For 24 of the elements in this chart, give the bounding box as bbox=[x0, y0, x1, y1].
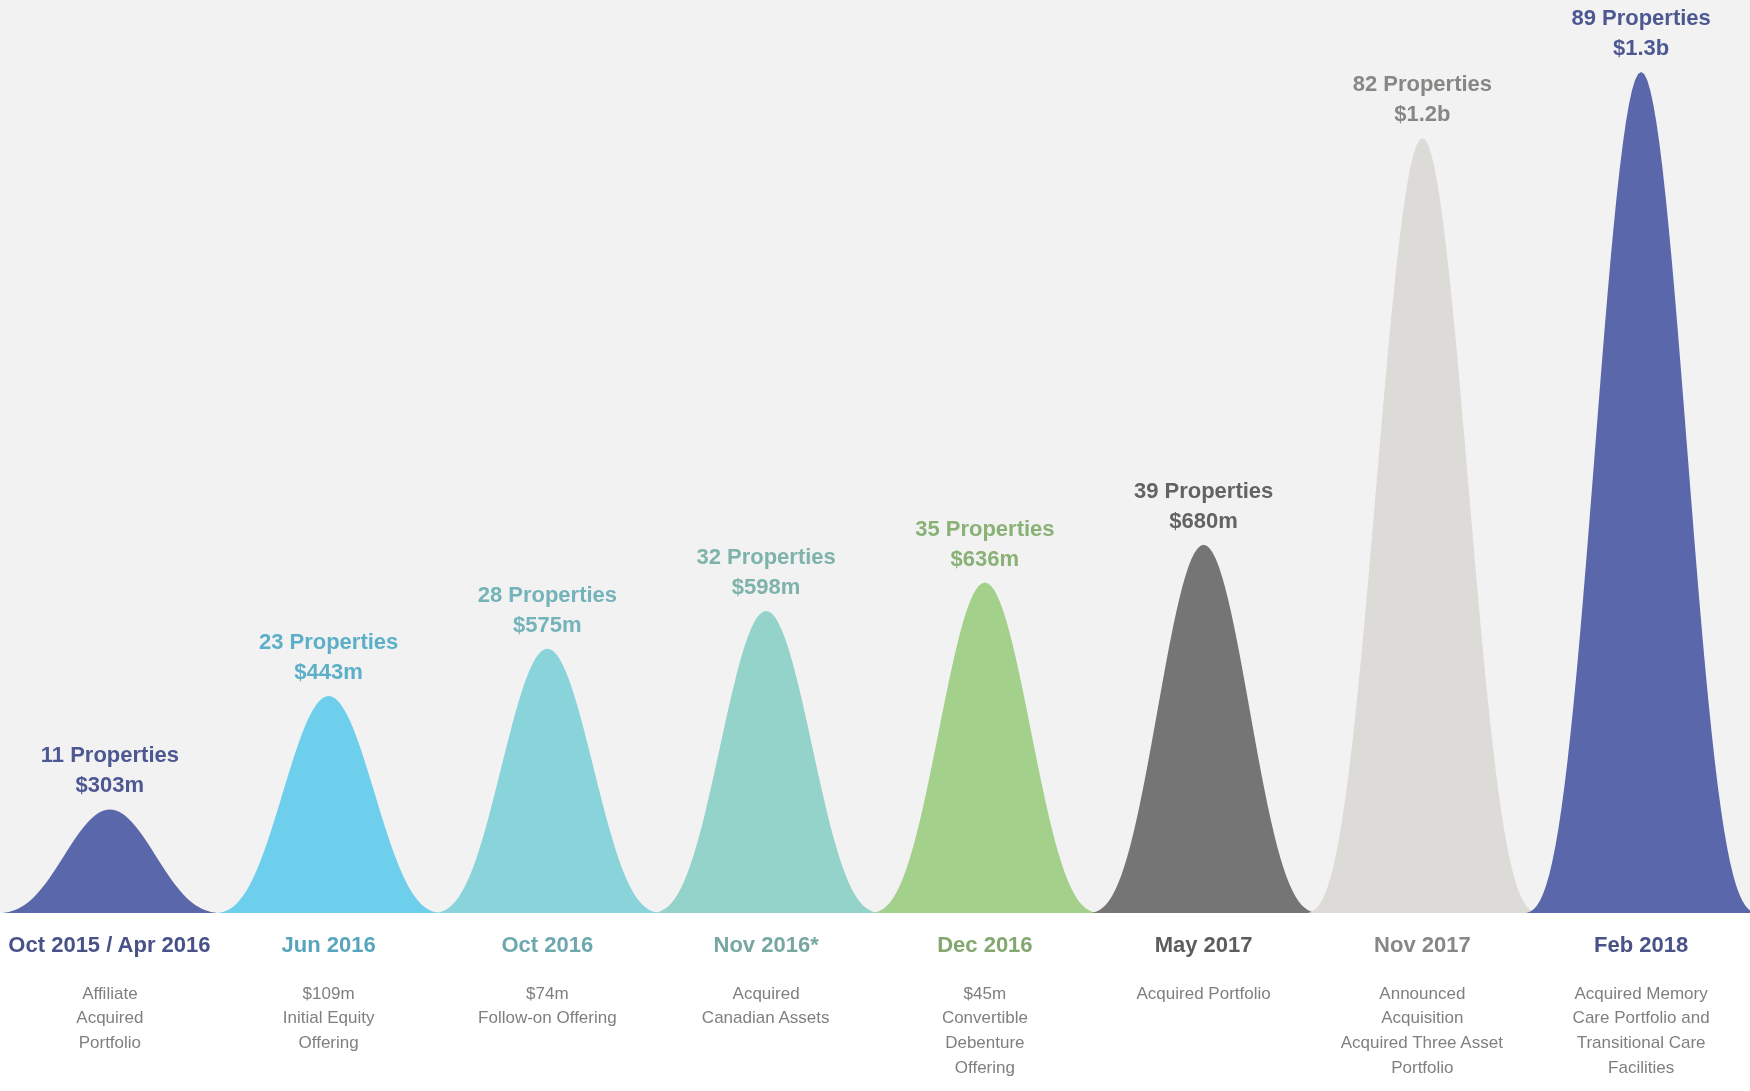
text: Announced Acquisition Acquired Three Asset Portfolio bbox=[1340, 983, 1504, 1077]
text: $74m Follow-on Offering bbox=[478, 983, 617, 1028]
data-label: 11 Properties $303m bbox=[40, 742, 179, 798]
category-label: Jun 2016 bbox=[281, 931, 376, 957]
data-label: 28 Properties $575m bbox=[477, 581, 618, 637]
data-label: 39 Properties $680m bbox=[1133, 477, 1274, 533]
category-label: Dec 2016 bbox=[937, 931, 1033, 957]
data-label: 82 Properties $1.2b bbox=[1352, 71, 1493, 127]
data-label: 35 Properties $636m bbox=[915, 515, 1055, 571]
text: $45m Convertible Debenture Offering bbox=[941, 983, 1028, 1077]
text: Acquired Canadian Assets bbox=[701, 983, 830, 1028]
category-label: Oct 2015 / Apr 2016 bbox=[8, 931, 211, 957]
data-label: 23 Properties $443m bbox=[258, 629, 399, 685]
category-label: Feb 2018 bbox=[1594, 931, 1689, 957]
text: Affiliate Acquired Portfolio bbox=[76, 983, 144, 1052]
data-label: 89 Properties $1.3b bbox=[1571, 5, 1711, 61]
data-label: 32 Properties $598m bbox=[696, 543, 836, 599]
text: $109m Initial Equity Offering bbox=[282, 983, 375, 1052]
category-label: Nov 2017 bbox=[1374, 931, 1471, 957]
category-label: May 2017 bbox=[1154, 931, 1253, 957]
text: Acquired Memory Care Portfolio and Transitional Care Facilities bbox=[1572, 983, 1710, 1077]
category-label: Nov 2016* bbox=[713, 931, 820, 957]
category-label: Oct 2016 bbox=[501, 931, 594, 957]
text: Acquired Portfolio bbox=[1136, 983, 1271, 1003]
